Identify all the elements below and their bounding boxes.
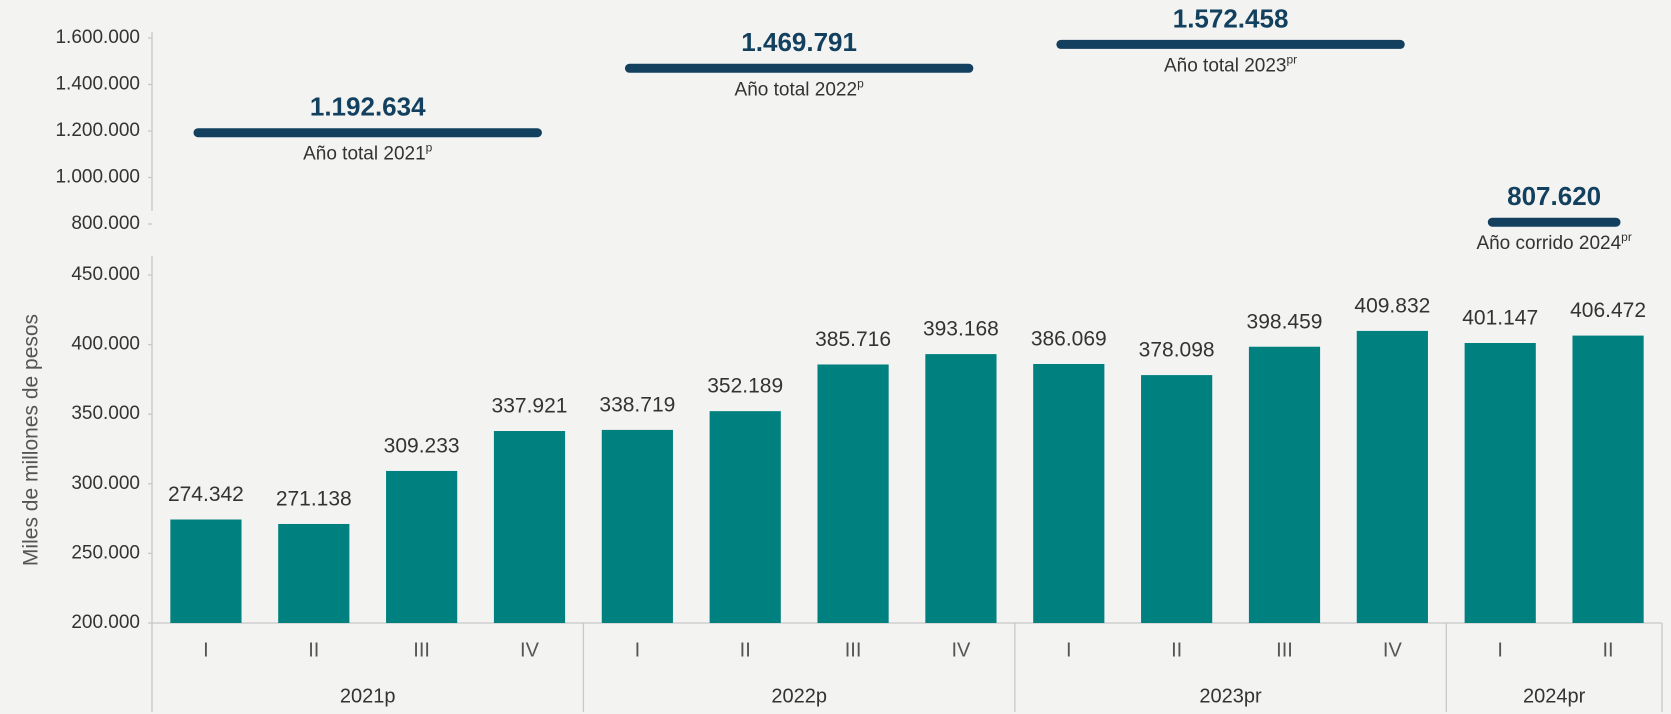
bar-value-label: 409.832 (1354, 294, 1430, 317)
group-label: 2024pr (1523, 685, 1586, 707)
total-label: Año total 2021p (303, 141, 433, 165)
bar-value-label: 406.472 (1570, 299, 1646, 322)
x-tick-label: IV (520, 639, 540, 661)
bar-value-label: 393.168 (923, 318, 999, 341)
x-tick-label: II (1171, 639, 1182, 661)
x-tick-label: IV (951, 639, 971, 661)
x-tick-label: I (635, 639, 641, 661)
bar-value-label: 398.459 (1247, 310, 1323, 333)
y-tick-label: 450.000 (71, 264, 140, 285)
total-label-sup: p (857, 76, 864, 90)
bar-value-label: 337.921 (492, 395, 568, 418)
group-label: 2023pr (1199, 685, 1262, 707)
bar (1033, 363, 1105, 623)
bar (1141, 375, 1213, 623)
total-value-label: 1.192.634 (310, 92, 426, 122)
bar-value-label: 378.098 (1139, 339, 1215, 362)
x-tick-label: I (203, 639, 209, 661)
bar (1464, 343, 1536, 623)
x-tick-label: I (1066, 639, 1072, 661)
y-tick-label: 1.600.000 (55, 27, 140, 48)
y-tick-label: 200.000 (71, 612, 140, 633)
bar (1248, 346, 1321, 623)
y-tick-label: 1.200.000 (55, 120, 140, 141)
total-label-text: Año total 2022 (735, 79, 858, 100)
bar-value-label: 309.233 (384, 434, 460, 457)
bar (386, 470, 458, 623)
bar (1356, 330, 1428, 623)
group-label: 2022p (771, 685, 827, 707)
total-label-text: Año total 2021 (303, 144, 426, 165)
total-value-label: 1.469.791 (741, 27, 857, 57)
bar-value-label: 352.189 (707, 375, 783, 398)
total-label-text: Año corrido 2024 (1476, 233, 1621, 254)
bar (817, 364, 889, 623)
bar (278, 523, 350, 623)
bar (493, 431, 566, 623)
bar-value-label: 271.138 (276, 488, 352, 511)
total-label-sup: pr (1287, 53, 1298, 67)
total-label-sup: pr (1621, 230, 1632, 244)
total-label: Año total 2023pr (1164, 53, 1297, 77)
bar (601, 429, 673, 623)
bar-value-label: 338.719 (599, 393, 675, 416)
total-label-text: Año total 2023 (1164, 55, 1287, 76)
y-tick-label: 1.400.000 (55, 74, 140, 95)
bar-value-label: 274.342 (168, 483, 244, 506)
x-tick-label: III (413, 639, 430, 661)
y-tick-label: 350.000 (71, 403, 140, 424)
x-tick-label: I (1497, 639, 1503, 661)
total-label: Año corrido 2024pr (1476, 230, 1631, 254)
group-label: 2021p (340, 685, 396, 707)
x-tick-label: II (308, 639, 319, 661)
x-tick-label: II (1603, 639, 1614, 661)
total-label: Año total 2022p (735, 76, 865, 100)
y-tick-label: 300.000 (71, 473, 140, 494)
bar-value-label: 386.069 (1031, 328, 1107, 351)
total-value-label: 1.572.458 (1173, 3, 1289, 33)
y-tick-label: 800.000 (71, 213, 140, 234)
x-tick-label: IV (1383, 639, 1403, 661)
bar (925, 354, 997, 623)
bar-value-label: 385.716 (815, 328, 891, 351)
y-tick-label: 250.000 (71, 542, 140, 563)
y-tick-label: 400.000 (71, 334, 140, 355)
bar-value-label: 401.147 (1462, 307, 1538, 330)
bar (1572, 335, 1644, 623)
bar (170, 519, 242, 623)
x-tick-label: III (845, 639, 862, 661)
x-tick-label: II (740, 639, 751, 661)
x-tick-label: III (1276, 639, 1293, 661)
y-axis-label: Miles de millones de pesos (20, 314, 43, 566)
bar (709, 411, 781, 623)
total-value-label: 807.620 (1507, 181, 1601, 211)
total-label-sup: p (426, 141, 433, 155)
y-tick-label: 1.000.000 (55, 167, 140, 188)
